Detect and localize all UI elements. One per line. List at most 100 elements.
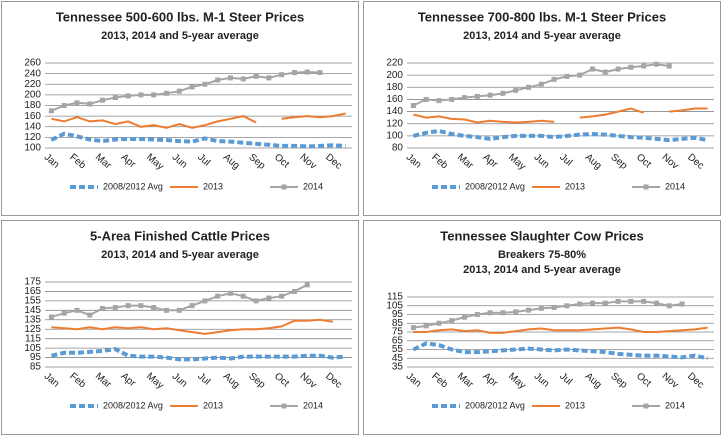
series-line — [412, 341, 709, 361]
y-tick-label: 220 — [386, 58, 403, 69]
point — [279, 72, 285, 78]
y-tick-label: 240 — [24, 68, 41, 79]
point — [112, 95, 118, 101]
legend-label: 2014 — [665, 181, 685, 191]
y-tick-label: 100 — [24, 143, 41, 154]
y-tick-label: 260 — [24, 58, 41, 69]
point — [436, 320, 442, 326]
series-line — [51, 70, 321, 112]
chart-title: 5-Area Finished Cattle Prices — [90, 228, 270, 243]
point — [61, 103, 67, 108]
point — [100, 305, 106, 311]
y-tick-label: 75 — [392, 327, 404, 338]
point — [615, 66, 621, 72]
panel — [363, 220, 721, 435]
point — [602, 69, 608, 75]
point — [125, 93, 131, 99]
point — [48, 108, 54, 114]
point — [653, 300, 659, 306]
legend-label: 2014 — [303, 181, 323, 191]
series-line — [51, 112, 346, 129]
y-tick-label: 125 — [24, 324, 41, 335]
legend-marker — [643, 403, 649, 409]
y-tick-label: 95 — [392, 309, 404, 320]
point — [87, 312, 93, 318]
point — [125, 303, 131, 309]
point — [628, 64, 634, 70]
series-line — [51, 318, 333, 335]
point — [291, 70, 297, 76]
y-tick-label: 65 — [392, 335, 404, 346]
point — [564, 303, 570, 309]
y-tick-label: 175 — [24, 277, 41, 288]
point — [176, 307, 182, 313]
point — [589, 300, 595, 306]
point — [474, 312, 480, 317]
point — [279, 293, 285, 299]
point — [564, 73, 570, 79]
chart-title: Tennessee 500-600 lbs. M-1 Steer Prices — [56, 9, 304, 24]
point — [436, 98, 442, 104]
point — [666, 63, 672, 69]
point — [291, 288, 297, 294]
y-tick-label: 35 — [392, 362, 404, 373]
legend-marker — [281, 403, 287, 409]
y-tick-label: 85 — [392, 318, 404, 329]
point — [526, 307, 532, 313]
point — [513, 309, 519, 315]
series-line — [413, 326, 708, 334]
point — [240, 76, 246, 82]
point — [266, 295, 272, 301]
point — [189, 84, 195, 90]
point — [151, 305, 157, 310]
point — [253, 298, 259, 304]
legend-label: 2013 — [565, 400, 585, 410]
point — [462, 95, 468, 101]
point — [513, 87, 519, 93]
y-tick-label: 155 — [24, 296, 41, 307]
legend-label: 2014 — [303, 400, 323, 410]
chart-subtitle: 2013, 2014 and 5-year average — [101, 30, 259, 42]
y-tick-label: 120 — [24, 132, 41, 143]
y-tick-label: 160 — [24, 111, 41, 122]
point — [48, 314, 54, 320]
point — [551, 305, 557, 310]
series-line — [50, 131, 346, 149]
y-tick-label: 105 — [386, 300, 403, 311]
point — [61, 310, 67, 316]
point — [202, 298, 208, 304]
point — [449, 96, 455, 102]
point — [602, 300, 608, 306]
point — [526, 84, 532, 90]
y-tick-label: 100 — [386, 130, 403, 141]
point — [100, 97, 106, 103]
chart-subtitle: 2013, 2014 and 5-year average — [463, 30, 621, 42]
y-tick-label: 45 — [392, 353, 404, 364]
chart-subtitle: 2013, 2014 and 5-year average — [101, 249, 259, 261]
y-tick-label: 200 — [386, 70, 403, 81]
y-tick-label: 55 — [392, 344, 404, 355]
series-line — [50, 347, 346, 362]
point — [487, 310, 493, 316]
point — [666, 303, 672, 309]
point — [538, 305, 544, 311]
point — [317, 70, 323, 76]
y-tick-label: 160 — [386, 94, 403, 105]
point — [641, 63, 647, 69]
point — [304, 69, 310, 75]
point — [615, 298, 621, 304]
point — [500, 310, 506, 316]
point — [164, 307, 170, 313]
point — [215, 293, 221, 299]
point — [423, 96, 429, 102]
legend-label: 2008/2012 Avg — [465, 181, 525, 191]
y-tick-label: 180 — [24, 100, 41, 111]
legend-label: 2014 — [665, 400, 685, 410]
point — [227, 75, 233, 81]
y-tick-label: 120 — [386, 118, 403, 129]
series-line — [413, 107, 708, 124]
point — [138, 92, 144, 98]
point — [538, 81, 544, 87]
point — [410, 103, 416, 108]
